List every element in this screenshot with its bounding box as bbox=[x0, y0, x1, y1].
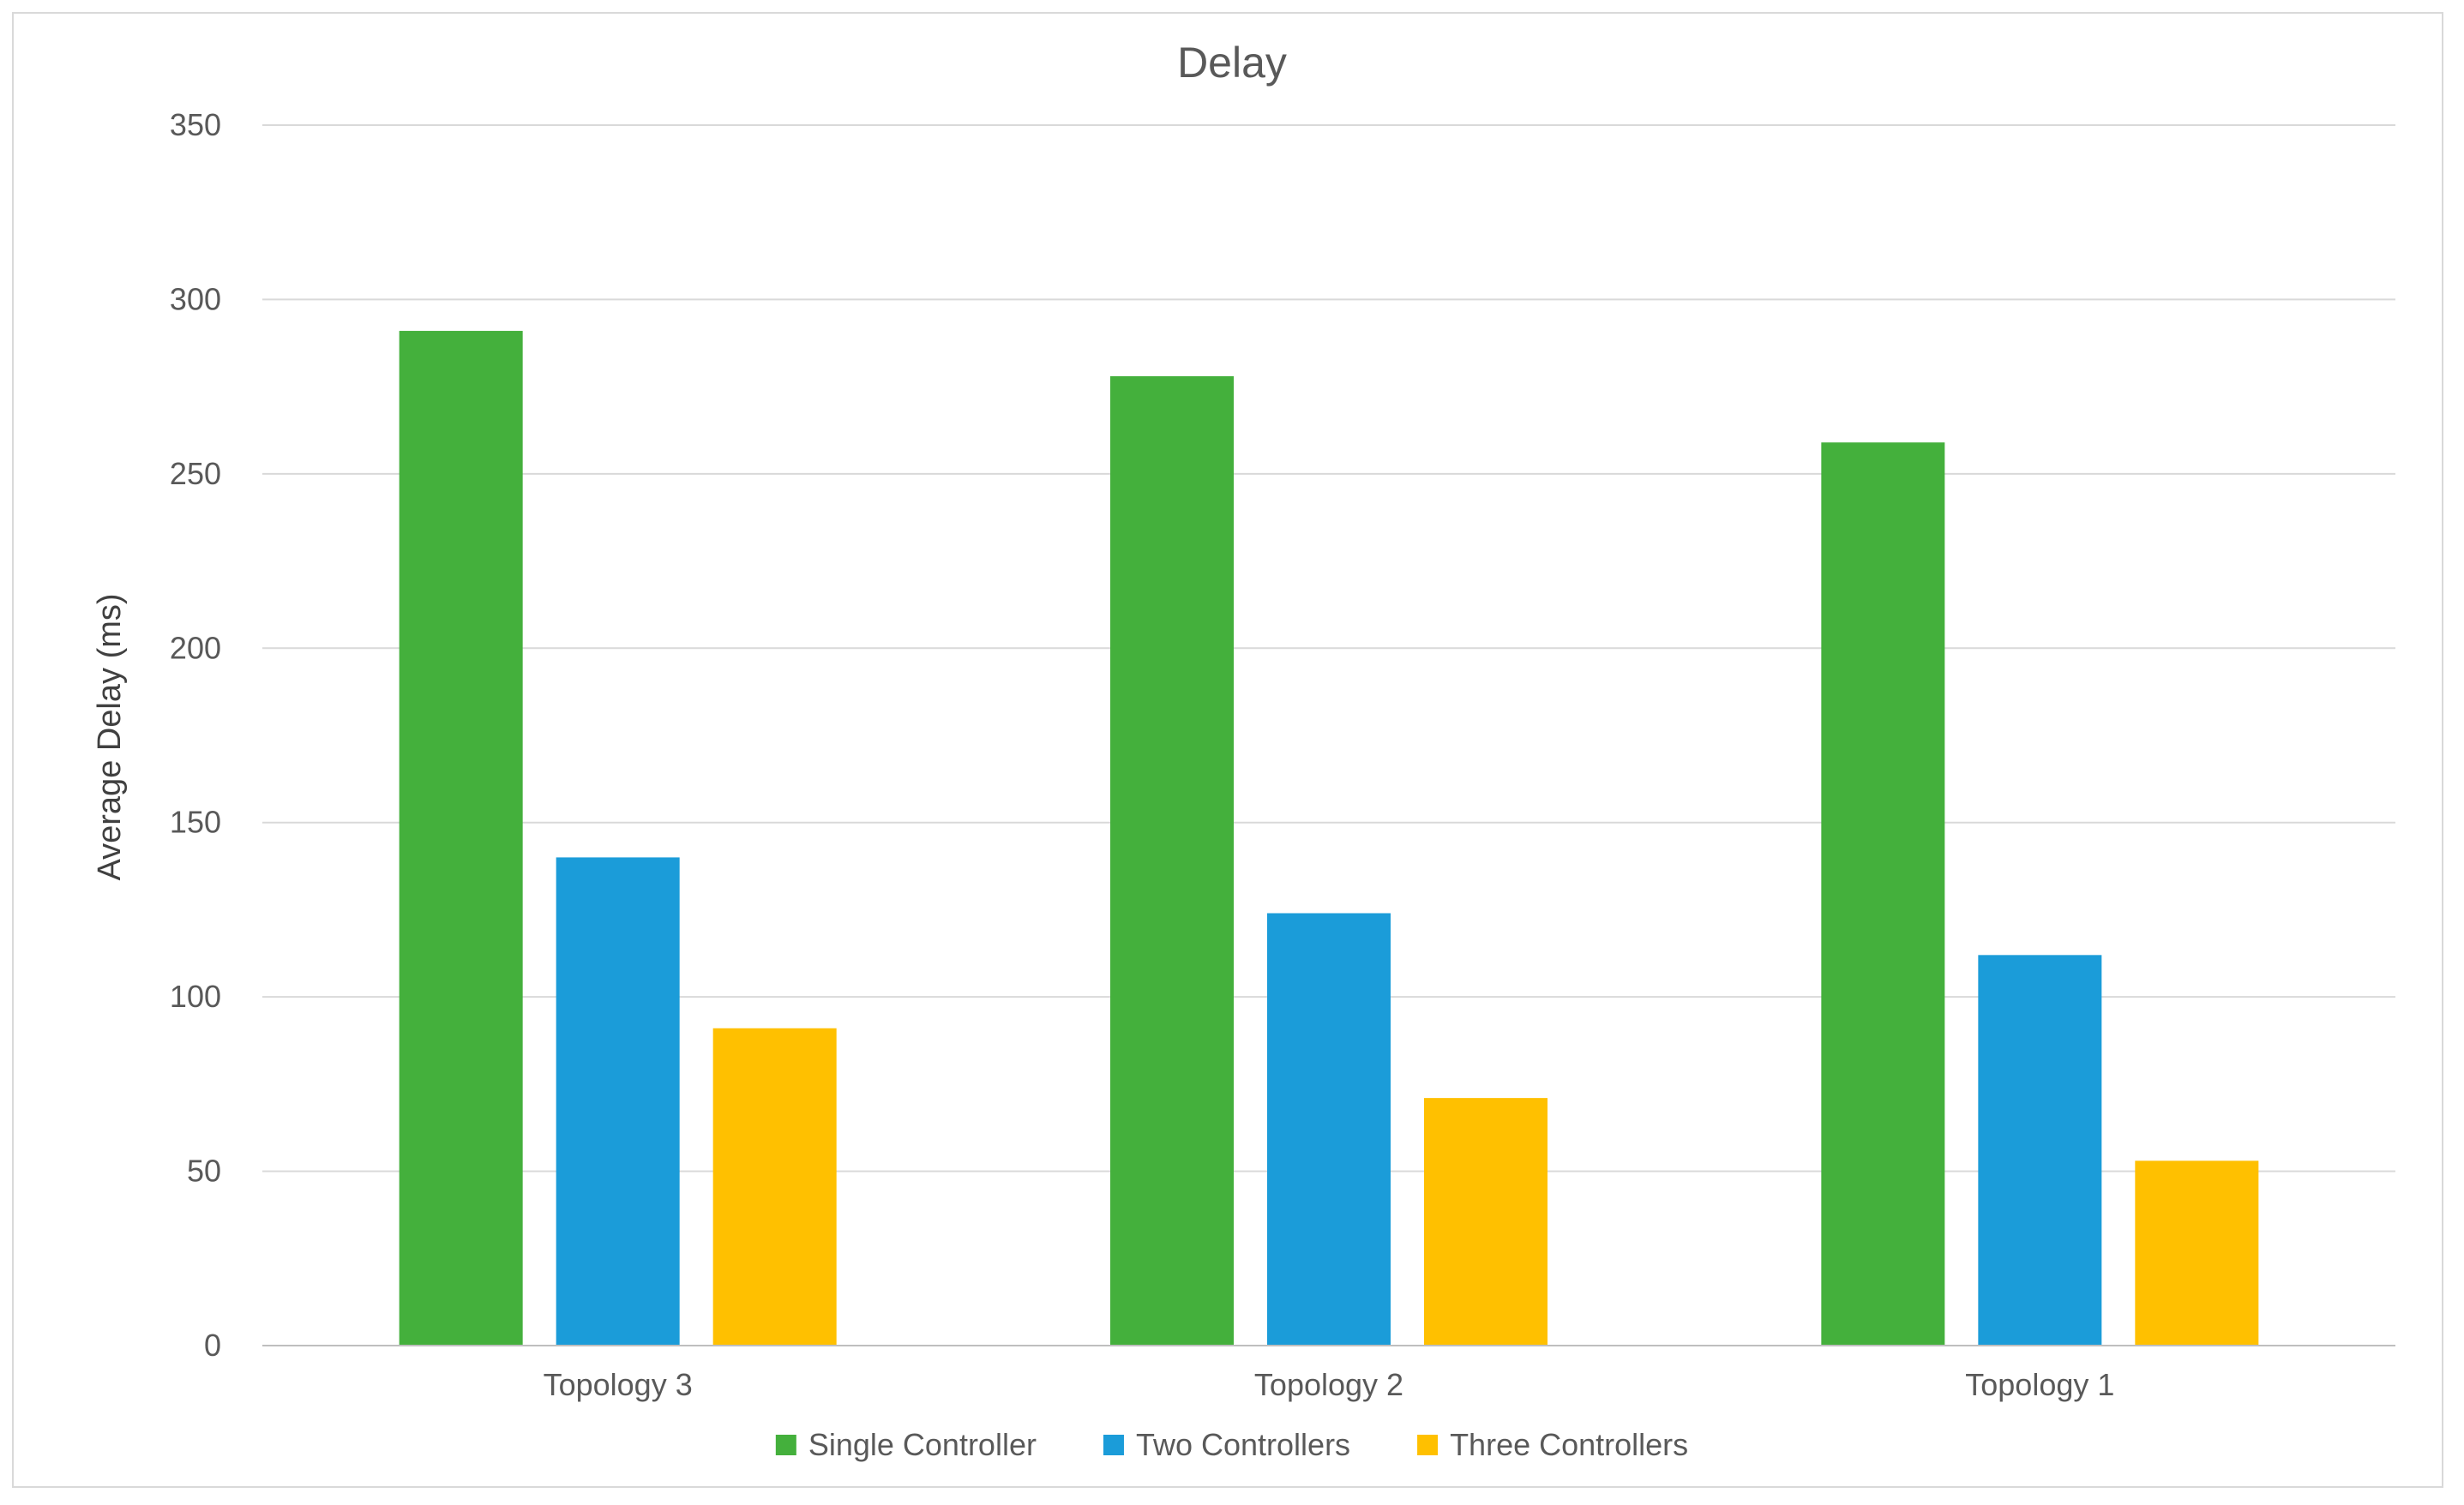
x-tick-labels: Topology 3 Topology 2 Topology 1 bbox=[544, 1367, 2115, 1402]
legend-swatch bbox=[1417, 1435, 1439, 1455]
y-tick-label: 0 bbox=[204, 1328, 221, 1363]
y-tick-label: 150 bbox=[170, 805, 221, 840]
bar bbox=[1978, 955, 2102, 1346]
y-tick-label: 100 bbox=[170, 979, 221, 1014]
y-tick-label: 250 bbox=[170, 456, 221, 491]
legend-swatch bbox=[775, 1435, 796, 1455]
bar bbox=[712, 1028, 837, 1346]
legend-label: Single Controller bbox=[808, 1427, 1037, 1462]
x-tick-label: Topology 2 bbox=[1254, 1367, 1403, 1402]
bars bbox=[399, 331, 2259, 1346]
y-tick-label: 300 bbox=[170, 281, 221, 316]
bar bbox=[2135, 1160, 2259, 1346]
legend: Single Controller Two Controllers Three Co… bbox=[775, 1427, 1688, 1462]
bar bbox=[1424, 1098, 1548, 1346]
x-tick-label: Topology 1 bbox=[1965, 1367, 2114, 1402]
y-tick-label: 50 bbox=[187, 1154, 221, 1189]
bar bbox=[1821, 442, 1945, 1346]
y-tick-labels: 0 50 100 150 200 250 300 350 bbox=[170, 107, 221, 1363]
bar bbox=[399, 331, 523, 1346]
legend-swatch bbox=[1103, 1435, 1124, 1455]
chart-title: Delay bbox=[1177, 39, 1287, 87]
x-tick-label: Topology 3 bbox=[544, 1367, 693, 1402]
legend-label: Two Controllers bbox=[1136, 1427, 1350, 1462]
bar bbox=[556, 857, 680, 1346]
y-axis-label: Average Delay (ms) bbox=[92, 593, 128, 880]
legend-label: Three Controllers bbox=[1450, 1427, 1688, 1462]
bar bbox=[1110, 375, 1234, 1346]
y-tick-label: 200 bbox=[170, 630, 221, 665]
bar bbox=[1267, 913, 1391, 1346]
y-tick-label: 350 bbox=[170, 107, 221, 142]
